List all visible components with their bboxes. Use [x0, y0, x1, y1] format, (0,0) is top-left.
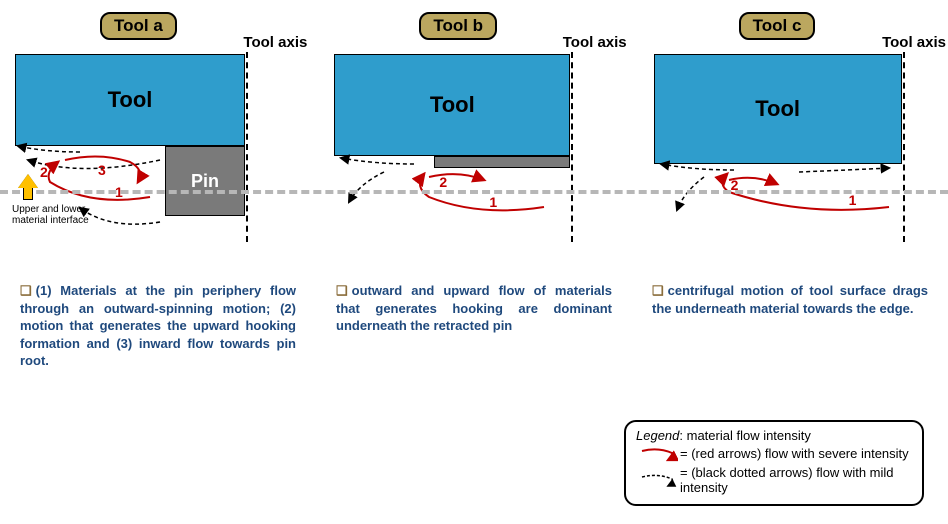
- description-c: ❑centrifugal motion of tool surface drag…: [652, 282, 928, 370]
- description-b: ❑outward and upward flow of materials th…: [336, 282, 612, 370]
- badge-tool-c: Tool c: [739, 12, 816, 40]
- material-interface-line: [0, 190, 948, 194]
- legend-title-prefix: Legend: [636, 428, 679, 443]
- legend-box: Legend: material flow intensity = (red a…: [624, 420, 924, 506]
- desc-text-a: (1) Materials at the pin periphery flow …: [20, 283, 296, 368]
- legend-title: Legend: material flow intensity: [636, 428, 912, 443]
- legend-red-text: = (red arrows) flow with severe intensit…: [680, 446, 912, 462]
- legend-black-text: = (black dotted arrows) flow with mild i…: [680, 465, 912, 496]
- legend-row-red: = (red arrows) flow with severe intensit…: [636, 445, 912, 463]
- flow-num-b2: 2: [439, 174, 447, 190]
- flow-num-a3: 3: [98, 162, 106, 178]
- bullet-icon: ❑: [652, 283, 664, 298]
- legend-title-rest: : material flow intensity: [679, 428, 811, 443]
- bullet-icon: ❑: [336, 283, 348, 298]
- badge-tool-b: Tool b: [419, 12, 497, 40]
- panel-tool-b: Tool b Tool axis Tool 1 2: [329, 12, 618, 242]
- panel-tool-c: Tool c Tool axis Tool 1 2: [649, 12, 938, 242]
- bullet-icon: ❑: [20, 283, 32, 298]
- legend-black-arrow-icon: [636, 471, 680, 489]
- legend-red-arrow-icon: [636, 445, 680, 463]
- legend-row-black: = (black dotted arrows) flow with mild i…: [636, 465, 912, 496]
- flow-arrows-c: [649, 12, 929, 242]
- badge-tool-a: Tool a: [100, 12, 177, 40]
- descriptions-row: ❑(1) Materials at the pin periphery flow…: [0, 242, 948, 370]
- flow-arrows-a: [10, 12, 270, 242]
- panel-tool-a: Tool a Tool axis Tool Pin Upper and lowe…: [10, 12, 299, 242]
- desc-text-c: centrifugal motion of tool surface drags…: [652, 283, 928, 316]
- flow-arrows-b: [329, 12, 599, 242]
- flow-num-b1: 1: [489, 194, 497, 210]
- desc-text-b: outward and upward flow of materials tha…: [336, 283, 612, 333]
- flow-num-c1: 1: [849, 192, 857, 208]
- flow-num-a2: 2: [40, 164, 48, 180]
- interface-pointer-icon: [18, 174, 38, 200]
- description-a: ❑(1) Materials at the pin periphery flow…: [20, 282, 296, 370]
- panel-container: Tool a Tool axis Tool Pin Upper and lowe…: [0, 0, 948, 242]
